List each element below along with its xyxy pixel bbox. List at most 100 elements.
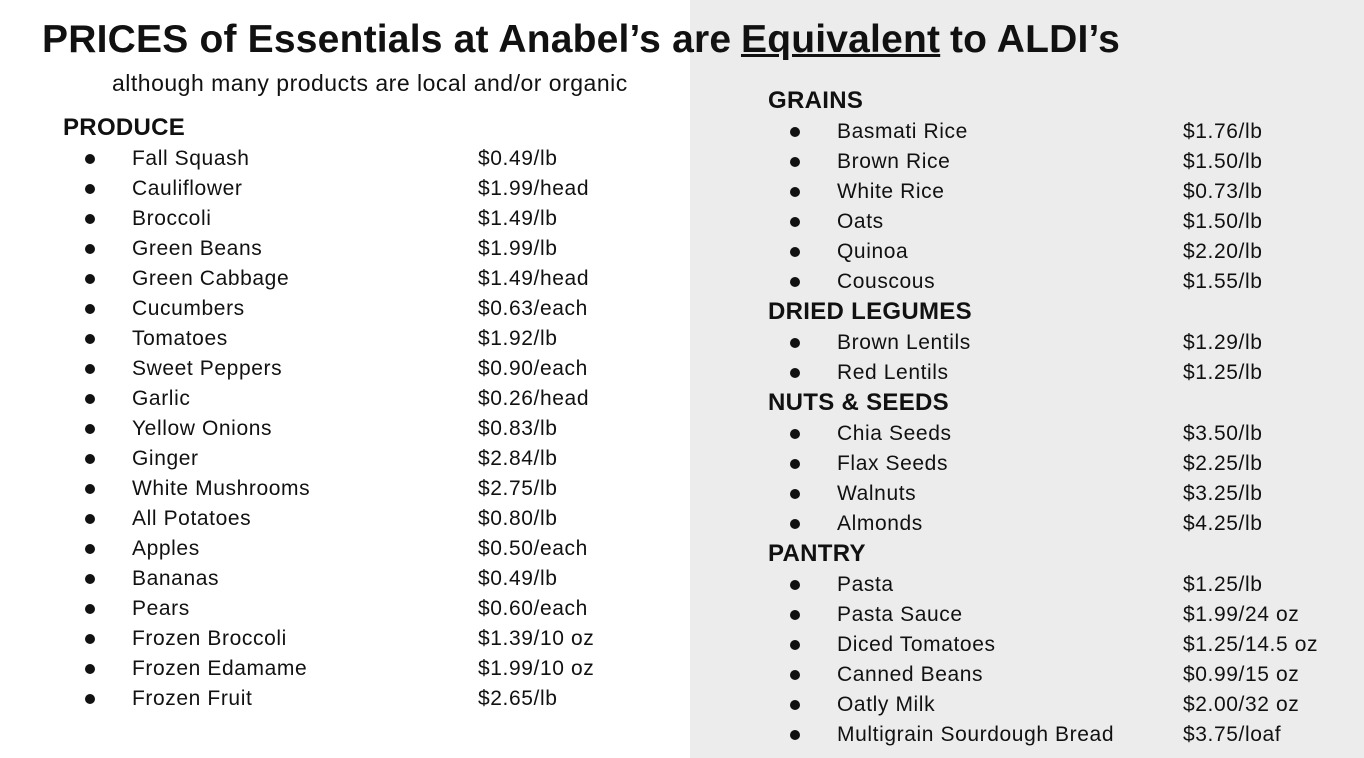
bullet <box>85 424 95 434</box>
item-price: $2.25/lb <box>1183 452 1263 475</box>
bullet <box>85 304 95 314</box>
item-name: Broccoli <box>132 207 212 230</box>
bullet <box>85 604 95 614</box>
item-price: $0.73/lb <box>1183 180 1263 203</box>
item-name: Green Cabbage <box>132 267 290 290</box>
bullet <box>790 187 800 197</box>
item-price: $1.50/lb <box>1183 150 1263 173</box>
item-price: $1.49/lb <box>478 207 558 230</box>
bullet <box>85 694 95 704</box>
title-text: to ALDI’s <box>949 18 1121 61</box>
item-name: White Rice <box>837 180 945 203</box>
item-price: $2.65/lb <box>478 687 558 710</box>
section-heading: NUTS & SEEDS <box>768 389 949 416</box>
bullet <box>790 519 800 529</box>
bullet <box>790 670 800 680</box>
item-name: Cucumbers <box>132 297 245 320</box>
item-price: $0.90/each <box>478 357 588 380</box>
item-name: Green Beans <box>132 237 263 260</box>
item-name: Ginger <box>132 447 199 470</box>
item-price: $0.49/lb <box>478 147 558 170</box>
bullet <box>85 274 95 284</box>
item-name: Canned Beans <box>837 663 984 686</box>
item-name: Walnuts <box>837 482 917 505</box>
bullet <box>85 394 95 404</box>
item-price: $0.49/lb <box>478 567 558 590</box>
item-price: $0.50/each <box>478 537 588 560</box>
item-price: $1.99/head <box>478 177 590 200</box>
bullet <box>85 244 95 254</box>
item-name: Garlic <box>132 387 191 410</box>
bullet <box>85 214 95 224</box>
bullet <box>790 429 800 439</box>
item-name: Yellow Onions <box>132 417 273 440</box>
item-name: Chia Seeds <box>837 422 952 445</box>
item-name: Fall Squash <box>132 147 250 170</box>
item-price: $1.50/lb <box>1183 210 1263 233</box>
item-price: $1.76/lb <box>1183 120 1263 143</box>
section-heading: GRAINS <box>768 87 864 114</box>
item-name: Bananas <box>132 567 220 590</box>
bullet <box>790 580 800 590</box>
section-heading: PRODUCE <box>63 114 186 141</box>
bullet <box>790 610 800 620</box>
item-price: $4.25/lb <box>1183 512 1263 535</box>
item-name: Brown Lentils <box>837 331 971 354</box>
item-name: Frozen Edamame <box>132 657 308 680</box>
bullet <box>85 484 95 494</box>
item-price: $1.25/lb <box>1183 573 1263 596</box>
subtitle: although many products are local and/or … <box>112 70 628 96</box>
bullet <box>85 334 95 344</box>
bullet <box>790 127 800 137</box>
item-price: $1.99/lb <box>478 237 558 260</box>
item-name: Flax Seeds <box>837 452 949 475</box>
item-price: $1.55/lb <box>1183 270 1263 293</box>
bullet <box>85 634 95 644</box>
bullet <box>790 157 800 167</box>
item-name: Brown Rice <box>837 150 951 173</box>
item-name: Cauliflower <box>132 177 243 200</box>
item-name: Sweet Peppers <box>132 357 283 380</box>
bullet <box>790 217 800 227</box>
item-price: $0.80/lb <box>478 507 558 530</box>
bullet <box>790 459 800 469</box>
item-price: $1.25/lb <box>1183 361 1263 384</box>
item-price: $0.26/head <box>478 387 590 410</box>
bullet <box>85 154 95 164</box>
bullet <box>790 338 800 348</box>
item-price: $1.29/lb <box>1183 331 1263 354</box>
bullet <box>790 730 800 740</box>
item-price: $3.50/lb <box>1183 422 1263 445</box>
item-price: $0.83/lb <box>478 417 558 440</box>
item-name: All Potatoes <box>132 507 252 530</box>
item-name: Pasta Sauce <box>837 603 963 626</box>
bullet <box>790 247 800 257</box>
item-name: Diced Tomatoes <box>837 633 996 656</box>
section-heading: PANTRY <box>768 540 866 567</box>
section-heading: DRIED LEGUMES <box>768 298 972 325</box>
bullet <box>85 514 95 524</box>
bullet <box>85 454 95 464</box>
right-panel <box>690 0 1364 758</box>
item-price: $2.75/lb <box>478 477 558 500</box>
title: PRICES of Essentials at Anabel’s are Equi… <box>42 18 1130 62</box>
bullet <box>85 364 95 374</box>
item-name: Basmati Rice <box>837 120 968 143</box>
item-price: $1.99/24 oz <box>1183 603 1300 626</box>
item-price: $3.75/loaf <box>1183 723 1282 746</box>
item-price: $1.92/lb <box>478 327 558 350</box>
bullet <box>85 574 95 584</box>
item-price: $1.49/head <box>478 267 590 290</box>
title-emphasis: Equivalent <box>740 18 941 61</box>
item-name: Multigrain Sourdough Bread <box>837 723 1115 746</box>
item-name: White Mushrooms <box>132 477 311 500</box>
item-price: $2.20/lb <box>1183 240 1263 263</box>
bullet <box>790 700 800 710</box>
item-name: Quinoa <box>837 240 909 263</box>
item-name: Pasta <box>837 573 894 596</box>
item-price: $2.84/lb <box>478 447 558 470</box>
item-name: Pears <box>132 597 190 620</box>
item-name: Oats <box>837 210 884 233</box>
item-price: $2.00/32 oz <box>1183 693 1300 716</box>
